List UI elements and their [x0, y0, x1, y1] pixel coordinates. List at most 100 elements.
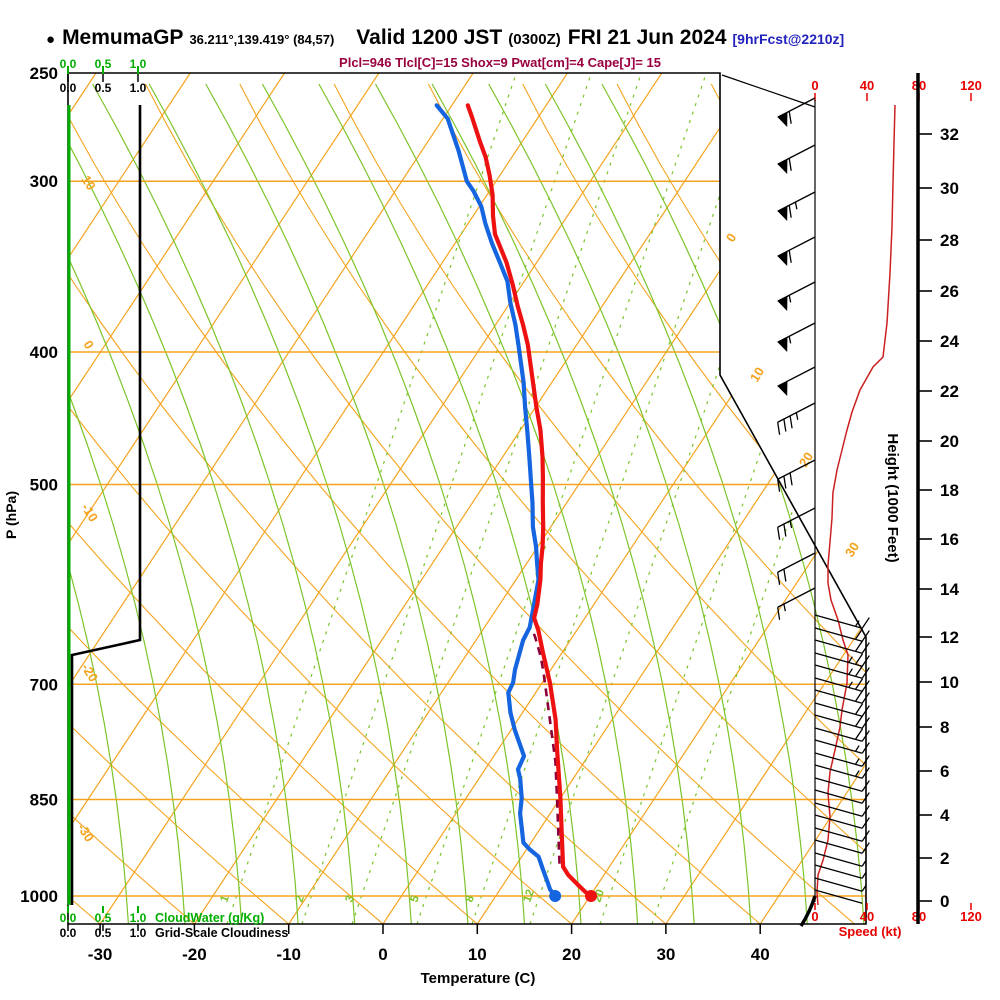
mixing-ratio-label: 3: [343, 894, 356, 904]
wind-barb-half: [789, 520, 793, 529]
isotherm-edge-label: 10: [747, 364, 767, 384]
wind-barb-full: [789, 415, 793, 429]
station-coordinates: 36.211°,139.419° (84,57): [189, 32, 335, 47]
isotherm-edge-label: 0: [723, 231, 740, 245]
speed-tick-label: 0: [811, 909, 818, 924]
wind-barb: [777, 144, 816, 165]
mixing-ratio-label: 2: [293, 894, 306, 904]
wind-barb-full: [861, 830, 870, 842]
wind-barb: [814, 852, 863, 867]
wind-barb: [777, 322, 816, 343]
isotherm-line: [68, 73, 474, 924]
wind-barb-full: [783, 568, 787, 582]
cloudwater-scale-label: 0.5: [95, 57, 112, 71]
moist-adiabat-line: [601, 83, 865, 924]
wind-barb: [814, 889, 863, 904]
dry-adiabat-line: [68, 83, 478, 924]
moist-adiabat-line: [68, 83, 299, 924]
wind-barb-full: [777, 572, 781, 585]
temperature-tick-label: -10: [276, 945, 301, 964]
isotherm-line: [571, 73, 866, 924]
wind-barb-half: [783, 603, 786, 612]
pressure-axis-title: P (hPa): [3, 491, 19, 539]
surface-temperature-dot: [584, 890, 597, 903]
cloudwater-scale-label: 0.5: [95, 911, 112, 925]
wind-barb-tail-upper: [721, 74, 816, 108]
wind-barb-full: [854, 678, 864, 690]
wind-barb-pennant: [777, 206, 788, 221]
mixing-ratio-label: 8: [463, 893, 477, 904]
temperature-tick-label: -20: [182, 945, 207, 964]
height-tick-label: 26: [940, 282, 959, 301]
wind-barb: [777, 587, 816, 608]
chart-title: ● MemumaGP 36.211°,139.419° (84,57) Vali…: [46, 26, 844, 50]
stability-indices: Plcl=946 Tlcl[C]=15 Shox=9 Pwat[cm]=4 Ca…: [339, 55, 661, 70]
wind-barb-full: [789, 472, 793, 486]
dry-adiabat-line: [68, 83, 761, 924]
mixing-ratio-label: 5: [408, 893, 422, 904]
wind-barb-full: [861, 642, 870, 654]
cloudiness-scale-label: 0.5: [95, 81, 112, 95]
wind-barb: [777, 236, 816, 257]
wind-barb-full: [861, 680, 870, 692]
moist-adiabat-line: [261, 83, 526, 924]
height-tick-label: 14: [940, 580, 959, 599]
cloudwater-scale-label: 0.0: [60, 57, 77, 71]
temperature-axis-title: Temperature (C): [421, 970, 536, 987]
mixing-ratio-line: [301, 73, 592, 924]
cloudiness-scale-label: 1.0: [130, 926, 147, 940]
forecast-run-tag: [9hrFcst@2210z]: [732, 31, 845, 47]
cloudiness-axis-title: Grid-Scale Cloudiness: [155, 926, 288, 940]
moist-adiabat-line: [431, 83, 695, 924]
cloudwater-scale-label: 0.0: [60, 911, 77, 925]
isotherm-line: [0, 73, 2, 924]
speed-tick-label: 40: [860, 78, 874, 93]
dry-adiabat-line: [805, 83, 866, 924]
mixing-ratio-label: 12: [521, 888, 537, 904]
dry-adiabat-line: [616, 83, 866, 924]
isotherm-line: [68, 73, 380, 924]
dry-adiabat-line: [239, 83, 866, 924]
height-tick-label: 22: [940, 382, 959, 401]
zulu-time: (0300Z): [508, 31, 561, 48]
isotherm-line: [68, 73, 191, 924]
wind-barb-half: [854, 770, 860, 777]
height-tick-label: 24: [940, 332, 959, 351]
pressure-tick-label: 300: [30, 172, 58, 191]
height-tick-label: 28: [940, 231, 959, 250]
dry-adiabat-line: [333, 83, 866, 924]
wind-barb: [814, 702, 863, 717]
height-axis-title: Height (1000 Feet): [884, 433, 901, 562]
wind-barb: [814, 877, 863, 892]
wind-barb: [814, 864, 863, 879]
wind-barb-half: [788, 336, 792, 344]
moist-adiabat-line: [68, 83, 129, 924]
isotherm-line: [193, 73, 757, 924]
pressure-tick-label: 400: [30, 343, 58, 362]
cloudiness-profile-line: [70, 105, 142, 905]
wind-barb: [777, 281, 816, 302]
wind-barb-full: [861, 805, 870, 817]
wind-barb: [814, 652, 863, 667]
wind-barb: [814, 714, 863, 729]
wind-barb: [814, 639, 863, 654]
moist-adiabat-line: [148, 83, 412, 924]
height-tick-label: 18: [940, 481, 959, 500]
valid-date: FRI 21 Jun 2024: [567, 26, 727, 49]
speed-axis-title: Speed (kt): [839, 924, 902, 939]
height-tick-label: 8: [940, 718, 949, 737]
wind-barb-full: [861, 817, 870, 829]
isotherm-edge-label: -10: [78, 501, 101, 525]
dry-adiabat-line: [900, 84, 1000, 924]
wind-barbs: [777, 97, 870, 927]
dry-adiabat-line: [427, 83, 866, 924]
wind-barb-pennant: [777, 337, 788, 352]
mixing-ratio-line: [351, 73, 642, 924]
temperature-tick-label: 0: [378, 945, 387, 964]
wind-barb: [777, 366, 816, 387]
isotherm-edge-label: -20: [78, 661, 101, 685]
isotherm-line: [68, 73, 286, 924]
wind-barb-full: [861, 717, 870, 729]
wind-barb-pennant: [777, 251, 788, 266]
